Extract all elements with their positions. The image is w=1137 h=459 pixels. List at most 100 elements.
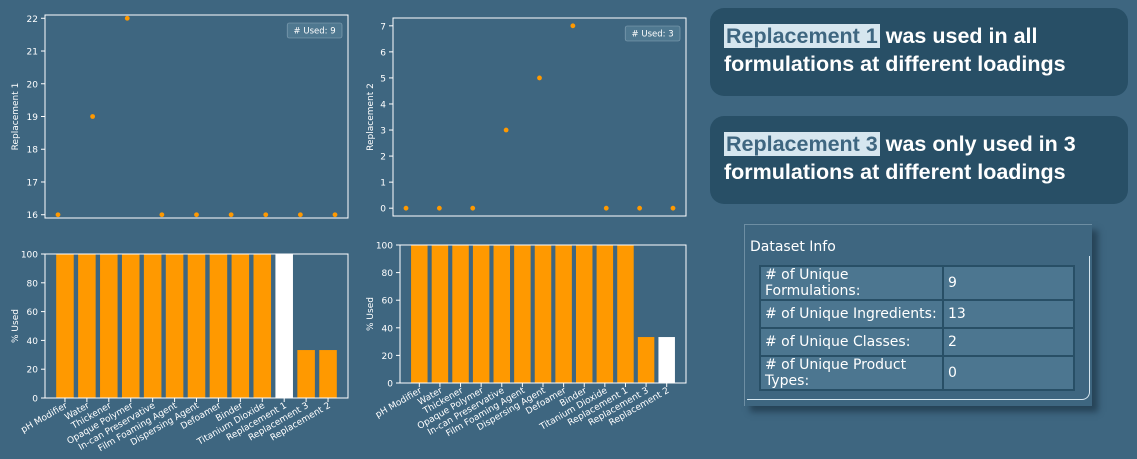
bar <box>165 254 184 398</box>
used-count-label: # Used: 3 <box>632 30 674 40</box>
bar <box>253 254 272 398</box>
insight-callout-2: Replacement 3 was only used in 3 formula… <box>710 116 1128 204</box>
axes-frame <box>392 17 687 217</box>
data-point <box>403 205 409 211</box>
data-point <box>55 212 61 218</box>
bar <box>319 350 337 398</box>
used-count-label: # Used: 9 <box>294 27 336 37</box>
row-value: 2 <box>942 327 1075 357</box>
bar <box>431 245 449 383</box>
y-tick-label: 80 <box>27 279 39 289</box>
axes-frame <box>399 244 687 384</box>
data-point <box>90 114 96 119</box>
panel-frame <box>747 256 1090 400</box>
callout-text: formulations at different loadings <box>724 52 1066 76</box>
y-tick-label: 5 <box>380 74 386 84</box>
row-label: # of Unique Classes: <box>759 327 944 357</box>
row-value: 9 <box>942 265 1075 301</box>
y-tick-label: 17 <box>27 178 38 188</box>
table-row: # of Unique Classes: 2 <box>759 327 1075 357</box>
y-tick-label: 3 <box>380 127 386 137</box>
bar <box>187 254 206 398</box>
y-tick-label: 80 <box>382 269 394 279</box>
y-tick-label: 40 <box>382 324 394 334</box>
data-point <box>570 23 576 29</box>
data-point <box>603 205 609 211</box>
data-point <box>436 205 442 211</box>
y-axis-label: % Used <box>366 297 376 331</box>
data-point <box>263 212 269 218</box>
dataset-info-title: Dataset Info <box>750 239 836 255</box>
y-tick-label: 22 <box>27 15 38 25</box>
data-point <box>194 212 199 218</box>
y-tick-label: 19 <box>27 113 39 123</box>
y-tick-label: 0 <box>32 395 38 405</box>
dataset-info-panel: Dataset Info # of Unique Formulations: 9… <box>744 224 1092 406</box>
bar <box>209 254 228 398</box>
y-tick-label: 1 <box>380 179 386 189</box>
callout-highlight: Replacement 3 <box>724 132 880 156</box>
bar <box>78 254 96 398</box>
bar <box>658 337 675 383</box>
bar <box>411 245 428 383</box>
bar <box>452 245 469 383</box>
charts-area: 16 17 18 19 20 21 22 Replacement 1 # Used: 9 0 1 2 3… <box>11 14 687 454</box>
data-point <box>670 205 676 211</box>
data-point <box>537 75 542 81</box>
axes-frame <box>44 253 349 399</box>
bar <box>575 245 593 383</box>
y-tick-label: 16 <box>27 211 39 221</box>
y-tick-label: 20 <box>382 352 394 362</box>
data-point <box>124 15 130 21</box>
used-count-badge <box>624 25 681 42</box>
data-point <box>297 212 303 218</box>
x-tick-label: pH Modifier <box>20 401 70 436</box>
bar <box>231 254 250 398</box>
y-tick-label: 2 <box>380 153 386 163</box>
bar <box>637 337 655 383</box>
y-tick-label: 0 <box>380 205 386 215</box>
used-count-badge <box>286 22 343 39</box>
y-tick-label: 21 <box>27 48 38 58</box>
row-label: # of Unique Formulations: <box>759 265 944 301</box>
data-point <box>637 205 643 211</box>
y-tick-label: 0 <box>387 380 393 390</box>
y-axis-label: Replacement 2 <box>366 83 376 151</box>
y-tick-label: 20 <box>27 366 39 376</box>
dataset-info-table: # of Unique Formulations: 9 # of Unique … <box>759 265 1075 391</box>
bar <box>514 245 531 383</box>
data-point <box>159 212 165 218</box>
y-tick-label: 100 <box>21 251 38 261</box>
y-tick-label: 7 <box>380 22 386 32</box>
bar <box>472 245 490 383</box>
data-point <box>228 212 234 218</box>
bar <box>275 254 293 398</box>
y-tick-label: 6 <box>380 48 386 58</box>
bar <box>493 245 511 383</box>
x-tick-label: pH Modifier <box>374 386 424 421</box>
callout-text: was used in all <box>879 24 1038 48</box>
y-tick-label: 20 <box>27 80 39 90</box>
bar <box>143 254 162 398</box>
data-point <box>470 205 476 211</box>
row-value: 0 <box>942 355 1075 391</box>
row-label: # of Unique Product Types: <box>759 355 944 391</box>
data-point <box>503 127 509 133</box>
bar <box>121 254 140 398</box>
callout-text: was only used in 3 <box>879 132 1076 156</box>
bar <box>297 350 315 398</box>
row-label: # of Unique Ingredients: <box>759 299 944 329</box>
table-row: # of Unique Product Types: 0 <box>759 355 1075 391</box>
bar <box>596 245 614 383</box>
insight-callout-1: Replacement 1 was used in all formulatio… <box>710 8 1128 96</box>
y-tick-label: 60 <box>382 297 394 307</box>
bar <box>534 245 552 383</box>
table-row: # of Unique Ingredients: 13 <box>759 299 1075 329</box>
scatter-chart-1: 16 17 18 19 20 21 22 Replacement 1 # Used: 9 <box>11 14 349 221</box>
bar <box>555 245 572 383</box>
y-axis-label: % Used <box>11 309 21 343</box>
callout-highlight: Replacement 1 <box>724 24 880 48</box>
y-tick-label: 60 <box>27 308 39 318</box>
y-tick-label: 4 <box>380 100 386 110</box>
